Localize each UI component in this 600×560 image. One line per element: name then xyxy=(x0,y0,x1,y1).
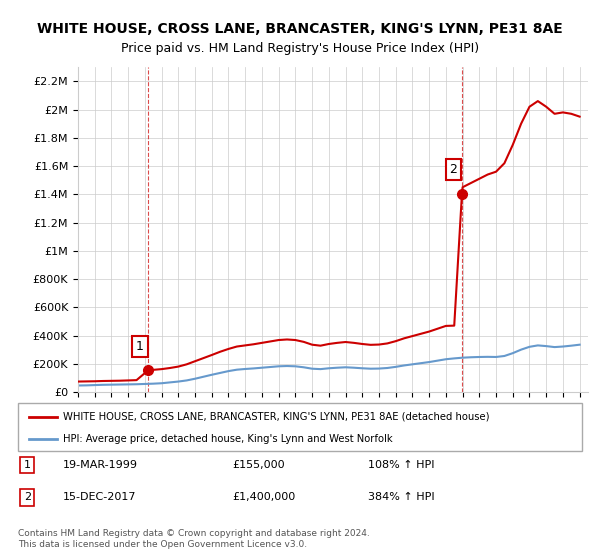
Text: 15-DEC-2017: 15-DEC-2017 xyxy=(63,492,137,502)
Text: WHITE HOUSE, CROSS LANE, BRANCASTER, KING'S LYNN, PE31 8AE (detached house): WHITE HOUSE, CROSS LANE, BRANCASTER, KIN… xyxy=(63,412,490,422)
Text: WHITE HOUSE, CROSS LANE, BRANCASTER, KING'S LYNN, PE31 8AE: WHITE HOUSE, CROSS LANE, BRANCASTER, KIN… xyxy=(37,22,563,36)
Text: 1: 1 xyxy=(136,340,144,353)
Text: 2: 2 xyxy=(23,492,31,502)
Text: 384% ↑ HPI: 384% ↑ HPI xyxy=(368,492,434,502)
Text: £1,400,000: £1,400,000 xyxy=(232,492,296,502)
Text: 1: 1 xyxy=(23,460,31,470)
Text: 2: 2 xyxy=(449,163,457,176)
Text: 19-MAR-1999: 19-MAR-1999 xyxy=(63,460,138,470)
Text: Price paid vs. HM Land Registry's House Price Index (HPI): Price paid vs. HM Land Registry's House … xyxy=(121,42,479,55)
Text: Contains HM Land Registry data © Crown copyright and database right 2024.
This d: Contains HM Land Registry data © Crown c… xyxy=(18,529,370,549)
Text: 108% ↑ HPI: 108% ↑ HPI xyxy=(368,460,434,470)
Text: HPI: Average price, detached house, King's Lynn and West Norfolk: HPI: Average price, detached house, King… xyxy=(63,434,393,444)
FancyBboxPatch shape xyxy=(18,403,582,451)
Text: £155,000: £155,000 xyxy=(232,460,285,470)
